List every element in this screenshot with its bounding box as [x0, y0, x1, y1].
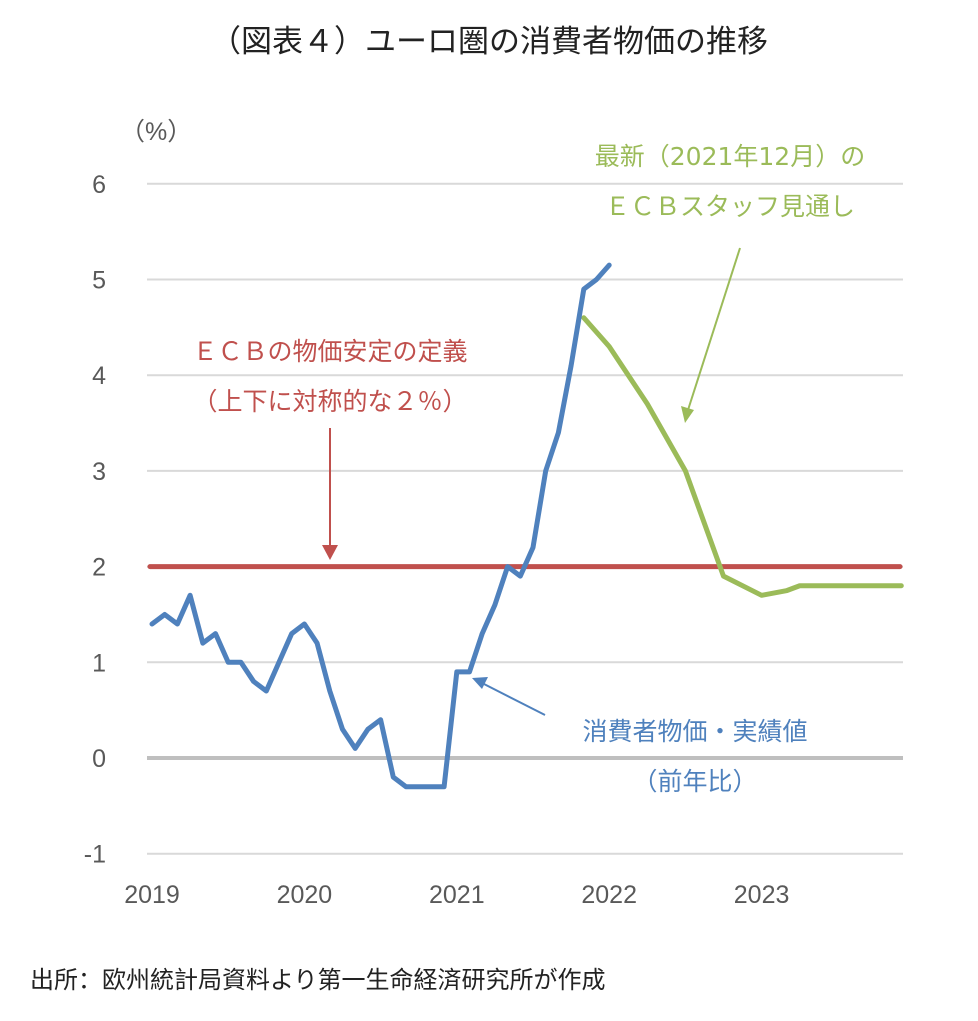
forecast-arrow [687, 247, 741, 411]
ecb-target-arrowhead [322, 545, 338, 560]
y-tick-label: 6 [92, 171, 106, 199]
ecb-forecast-line [581, 315, 904, 598]
ecb-target-label-1: ＥＣＢの物価安定の定義 [192, 337, 467, 366]
y-tick-label: 4 [92, 362, 106, 390]
forecast-label-2: ＥＣＢスタッフ見通し [605, 192, 855, 221]
y-tick-label: 2 [92, 554, 106, 582]
actual-label-2: （前年比） [632, 767, 757, 796]
y-tick-label: 1 [92, 649, 106, 677]
y-tick-label: -1 [84, 841, 106, 869]
x-tick-label: 2020 [277, 881, 333, 909]
x-tick-label: 2023 [734, 881, 790, 909]
actual-label-1: 消費者物価・実績値 [582, 717, 807, 746]
chart-title: （図表４）ユーロ圏の消費者物価の推移 [210, 24, 768, 60]
y-tick-label: 3 [92, 458, 106, 486]
y-tick-label: 5 [92, 267, 106, 295]
x-tick-label: 2022 [581, 881, 637, 909]
y-tick-label: 0 [92, 745, 106, 773]
actual-arrowhead [472, 677, 488, 689]
y-axis-unit: （%） [120, 118, 192, 146]
x-tick-label: 2019 [124, 881, 180, 909]
forecast-arrowhead [681, 406, 694, 423]
x-tick-label: 2021 [429, 881, 485, 909]
source-note: 出所：欧州統計局資料より第一生命経済研究所が作成 [30, 966, 606, 994]
ecb-target-label-2: （上下に対称的な２％） [192, 387, 467, 416]
actual-arrow [483, 683, 546, 716]
forecast-label-1: 最新（2021年12月）の [595, 142, 865, 171]
